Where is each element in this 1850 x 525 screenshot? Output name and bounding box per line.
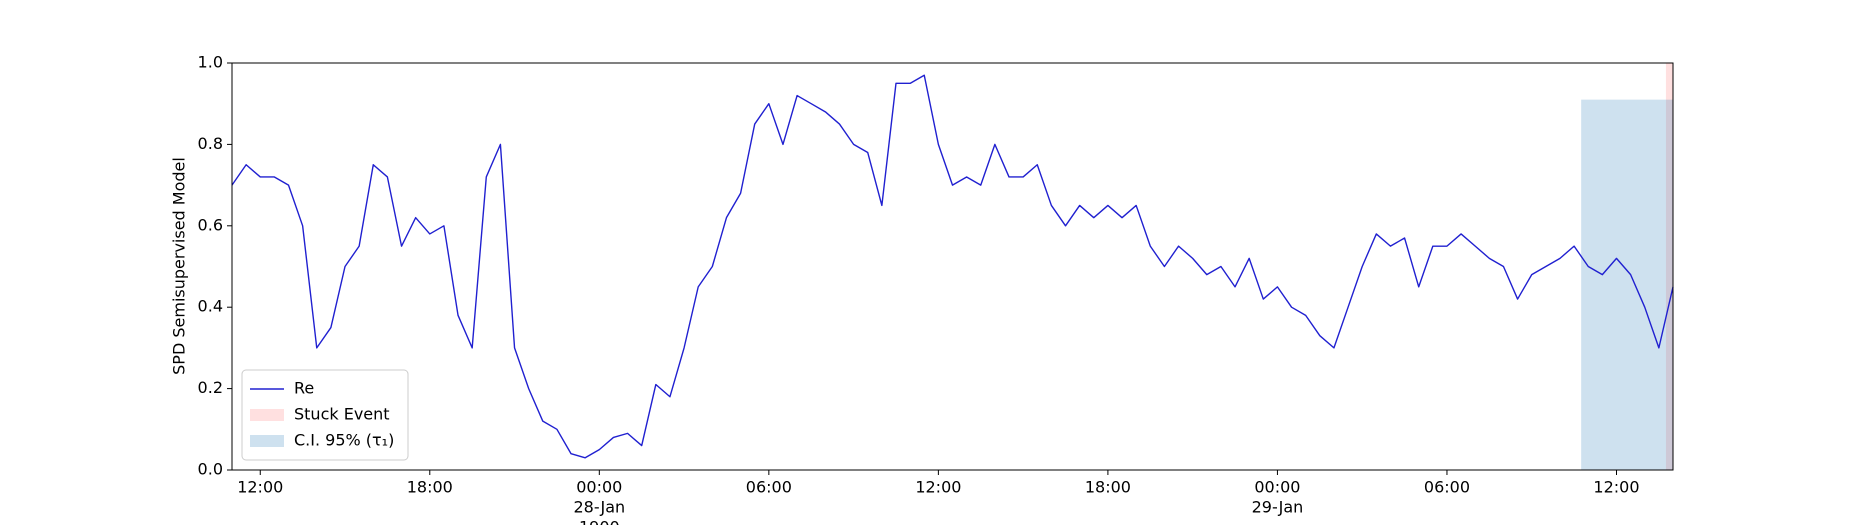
legend-box [241, 369, 409, 461]
line [231, 74, 1674, 459]
legend-swatch [250, 435, 284, 447]
span [1665, 63, 1673, 470]
axes-frame [231, 62, 1674, 471]
legend-label: C.I. 95% (τ₁) [294, 431, 394, 450]
y-tick-label: 0.2 [198, 378, 223, 397]
y-tick-label: 0.8 [198, 134, 223, 153]
x-tick-label: 18:00 [407, 478, 453, 497]
y-tick-label: 0.0 [198, 460, 223, 479]
x-tick-label: 12:00 [1593, 478, 1639, 497]
legend-label: Stuck Event [294, 405, 390, 424]
x-tick-label: 00:00 [576, 478, 622, 497]
x-tick-label: 28-Jan [573, 498, 625, 517]
y-tick-label: 0.6 [198, 215, 223, 234]
x-tick-label: 18:00 [1085, 478, 1131, 497]
x-tick-label: 06:00 [746, 478, 792, 497]
span [1581, 99, 1673, 470]
y-axis-label: SPD Semisupervised Model [170, 157, 189, 375]
x-tick-label: 00:00 [1254, 478, 1300, 497]
y-tick-label: 1.0 [198, 53, 223, 72]
legend-label: Re [294, 379, 314, 398]
x-tick-label: 12:00 [915, 478, 961, 497]
legend-swatch [250, 409, 284, 421]
x-tick-label: 29-Jan [1252, 498, 1304, 517]
x-tick-label: 12:00 [237, 478, 283, 497]
x-tick-label: 1900 [579, 518, 620, 525]
x-tick-label: 06:00 [1424, 478, 1470, 497]
y-tick-label: 0.4 [198, 297, 223, 316]
